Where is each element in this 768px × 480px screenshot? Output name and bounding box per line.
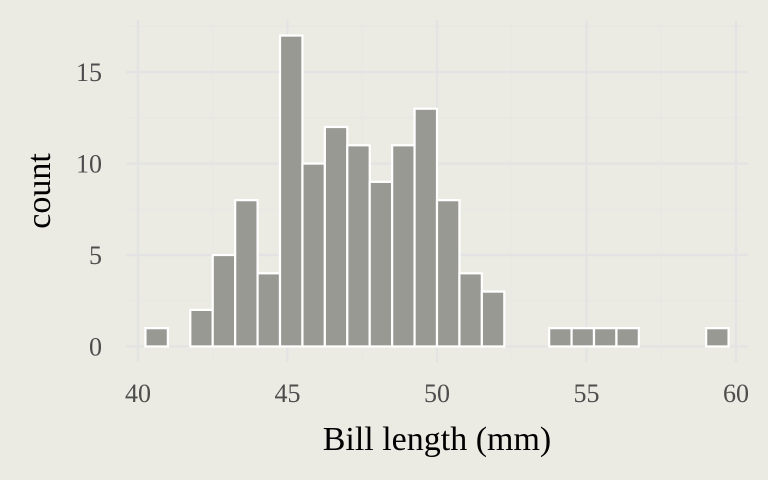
x-axis-ticks: 40 45 50 55 60 bbox=[125, 379, 749, 408]
histogram-bar bbox=[391, 144, 416, 348]
histogram-bar bbox=[301, 162, 326, 348]
histogram-bar bbox=[413, 107, 439, 348]
x-tick-label: 45 bbox=[274, 379, 300, 408]
histogram-bar bbox=[548, 327, 573, 348]
x-tick-label: 50 bbox=[424, 379, 450, 408]
y-tick-label: 15 bbox=[76, 58, 102, 87]
y-tick-label: 10 bbox=[76, 150, 102, 179]
histogram-bar bbox=[144, 327, 169, 348]
histogram-bar bbox=[458, 272, 483, 348]
histogram-bar bbox=[368, 180, 394, 348]
histogram-bars bbox=[144, 34, 730, 348]
histogram-bar bbox=[323, 125, 349, 348]
histogram-bar bbox=[256, 272, 282, 348]
histogram-bar bbox=[705, 327, 730, 348]
x-tick-label: 40 bbox=[125, 379, 151, 408]
y-axis-title: count bbox=[21, 153, 58, 229]
histogram-bar bbox=[615, 327, 640, 348]
y-axis-ticks: 0 5 10 15 bbox=[76, 58, 102, 361]
x-axis-title: Bill length (mm) bbox=[323, 421, 552, 458]
histogram-bar bbox=[592, 327, 618, 348]
histogram-bar bbox=[278, 34, 304, 348]
histogram-bar bbox=[346, 144, 371, 348]
histogram-bar bbox=[435, 199, 461, 348]
histogram-bar bbox=[570, 327, 596, 348]
histogram-bar bbox=[480, 290, 506, 348]
x-tick-label: 55 bbox=[574, 379, 600, 408]
y-tick-label: 0 bbox=[89, 332, 102, 361]
histogram-bar bbox=[189, 308, 214, 348]
x-tick-label: 60 bbox=[723, 379, 749, 408]
histogram-bar bbox=[234, 199, 259, 348]
y-tick-label: 5 bbox=[89, 241, 102, 270]
histogram-bar bbox=[211, 253, 237, 348]
